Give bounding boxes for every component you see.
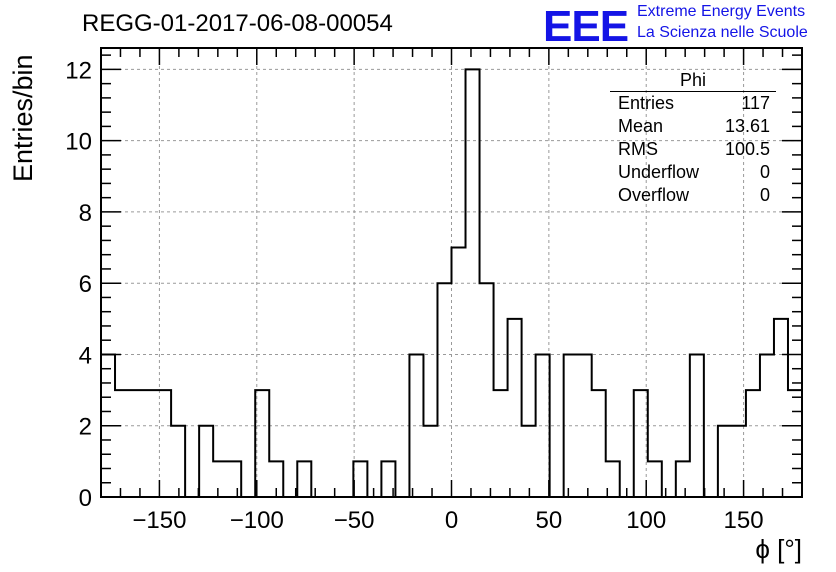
stats-row-mean: Mean 13.61 (610, 115, 776, 138)
y-tick-label: 8 (79, 200, 92, 227)
logo-line-1: Extreme Energy Events (637, 3, 806, 20)
x-tick-label: 50 (536, 507, 563, 534)
x-tick-label: 0 (445, 507, 458, 534)
stats-row-rms: RMS 100.5 (610, 138, 776, 161)
histogram-bars (101, 68, 802, 498)
x-tick-label: −100 (230, 507, 284, 534)
grid-lines (101, 48, 802, 497)
stats-value: 117 (741, 93, 770, 113)
stats-value: 0 (759, 185, 770, 205)
y-tick-label: 2 (79, 414, 92, 441)
stats-value: 100.5 (724, 139, 770, 159)
stats-value: 13.61 (724, 116, 770, 136)
tick-labels: −150 −100 −50 0 50 100 150 0 2 4 6 8 10 12 (65, 57, 763, 534)
y-tick-label: 10 (65, 129, 92, 156)
stats-row-underflow: Underflow 0 (610, 161, 776, 184)
stats-row-entries: Entries 117 (610, 92, 776, 115)
x-tick-label: 150 (724, 507, 764, 534)
stats-label: Entries (618, 93, 675, 113)
y-tick-label: 12 (65, 57, 92, 84)
plot-title: REGG-01-2017-06-08-00054 (82, 10, 393, 37)
logo-line-2: La Scienza nelle Scuole (637, 24, 808, 41)
stats-label: Mean (618, 116, 664, 136)
y-axis-label: Entries/bin (8, 54, 38, 182)
x-tick-label: −50 (334, 507, 375, 534)
y-tick-label: 0 (79, 485, 92, 512)
eee-logo: EEE (543, 2, 629, 51)
stats-box: Phi Entries 117 Mean 13.61 RMS 100.5 Underf… (610, 70, 776, 207)
stats-row-overflow: Overflow 0 (610, 184, 776, 207)
x-axis-label: ϕ [°] (755, 534, 802, 564)
stats-name: Phi (610, 70, 776, 92)
axis-ticks (101, 48, 802, 497)
stats-value: 0 (759, 162, 770, 182)
stats-label: RMS (618, 139, 658, 159)
stats-label: Underflow (618, 162, 700, 182)
y-tick-label: 6 (79, 271, 92, 298)
y-tick-label: 4 (79, 342, 92, 369)
x-tick-label: 100 (626, 507, 666, 534)
stats-label: Overflow (618, 185, 690, 205)
x-tick-label: −150 (132, 507, 186, 534)
